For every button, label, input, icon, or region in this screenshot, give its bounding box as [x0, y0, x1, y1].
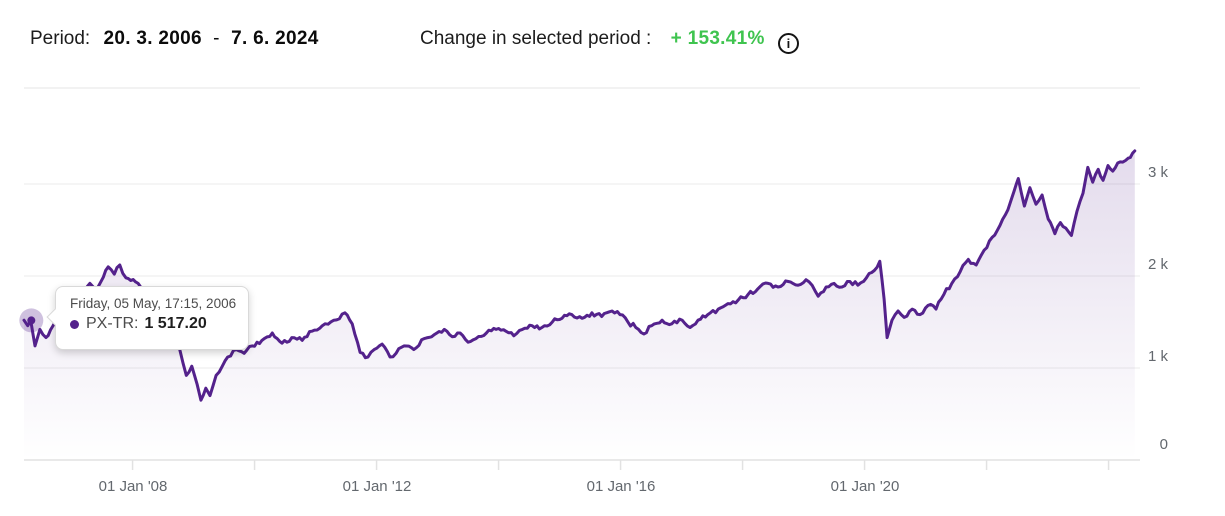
change-value: + 153.41% — [670, 28, 765, 49]
chart-tooltip: Friday, 05 May, 17:15, 2006 PX-TR: 1 517… — [46, 286, 249, 350]
period-start-date: 20. 3. 2006 — [103, 28, 202, 49]
x-axis-label-2008: 01 Jan '08 — [98, 478, 168, 495]
tooltip-series-label: PX-TR: — [86, 315, 139, 332]
series-line — [22, 149, 1137, 402]
period-label: Period: — [30, 28, 91, 49]
x-axis — [24, 459, 1140, 470]
tooltip-value: 1 517.20 — [144, 315, 207, 332]
series-marker-icon — [70, 319, 79, 329]
y-axis-label-1k: 1 k — [1147, 348, 1168, 365]
y-axis-label-3k: 3 k — [1147, 164, 1168, 181]
period-end-date: 7. 6. 2024 — [231, 28, 319, 49]
series-area-fill — [24, 150, 1135, 460]
y-axis-label-0: 0 — [1159, 436, 1168, 453]
y-axis-label-2k: 2 k — [1147, 256, 1168, 273]
x-axis-label-2016: 01 Jan '16 — [586, 478, 656, 495]
change-label: Change in selected period : — [420, 28, 652, 49]
info-icon[interactable]: i — [777, 33, 799, 54]
x-axis-label-2020: 01 Jan '20 — [830, 478, 900, 495]
period-header: Period: 20. 3. 2006 - 7. 6. 2024 — [30, 24, 319, 54]
hovered-point-marker — [27, 316, 36, 325]
tooltip-datetime: Friday, 05 May, 17:15, 2006 — [70, 296, 237, 311]
change-header: Change in selected period : + 153.41% i — [420, 24, 799, 54]
period-separator: - — [213, 28, 220, 49]
x-axis-label-2012: 01 Jan '12 — [342, 478, 412, 495]
